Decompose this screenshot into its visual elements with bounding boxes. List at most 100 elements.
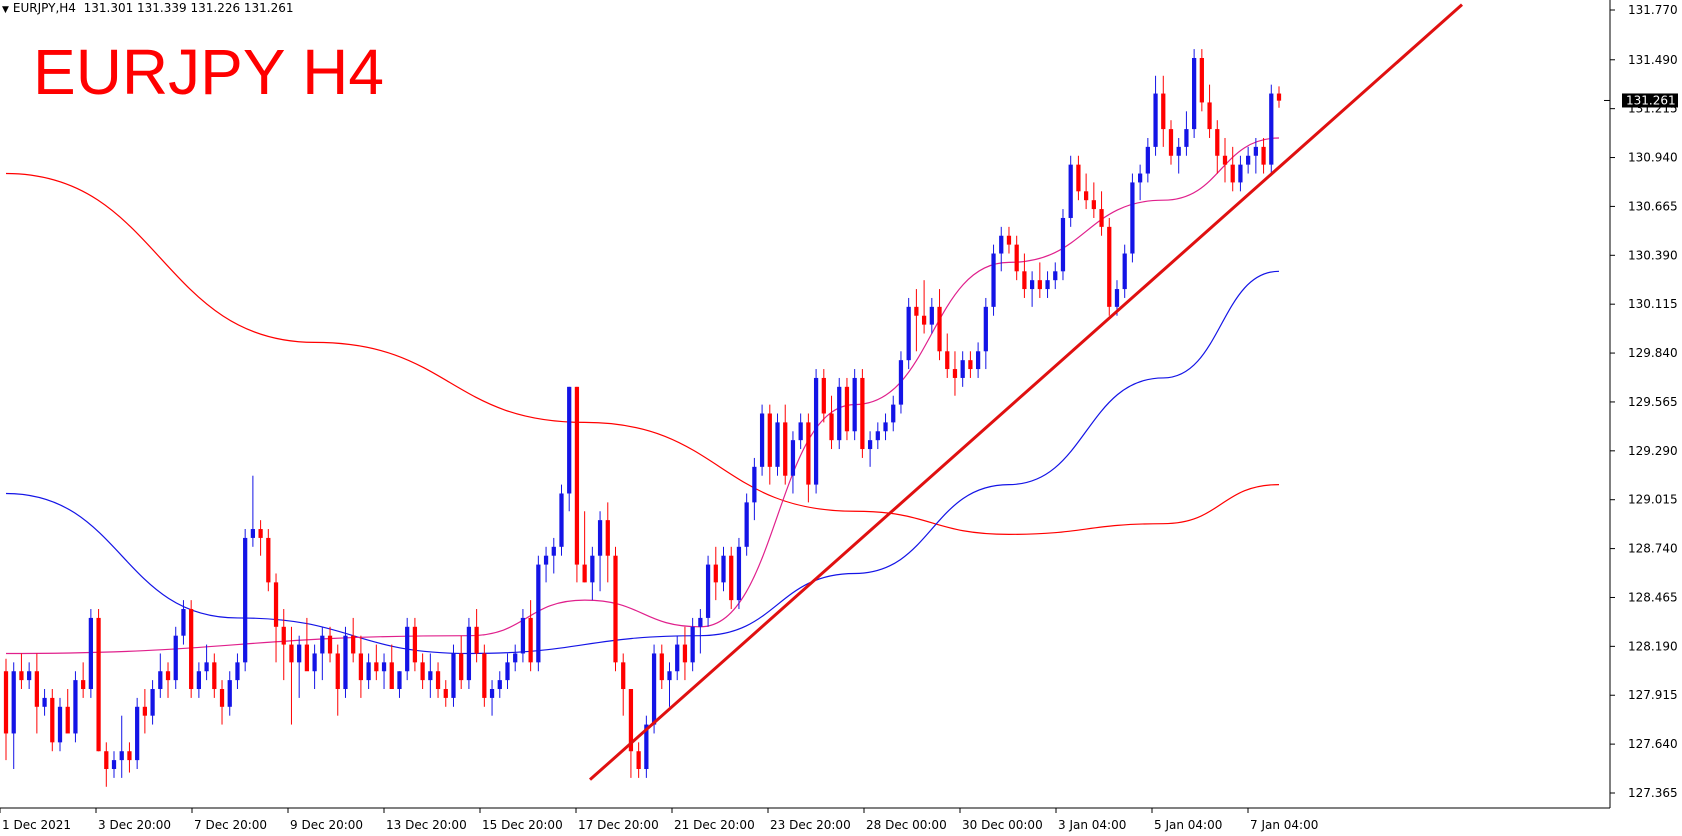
- candle-body: [42, 697, 47, 707]
- x-tick-label: 1 Dec 2021: [2, 818, 71, 832]
- current-price-label: 131.261: [1626, 93, 1676, 107]
- candle-body: [1068, 164, 1073, 218]
- ma-mid-line: [5, 270, 1280, 655]
- candle-body: [690, 626, 695, 663]
- candle-body: [451, 653, 456, 698]
- candle-body: [312, 653, 317, 672]
- candle-body: [567, 386, 572, 494]
- x-tick-label: 30 Dec 00:00: [962, 818, 1043, 832]
- y-tick-label: 129.290: [1628, 444, 1678, 458]
- candle-body: [474, 626, 479, 654]
- candle-body: [1253, 146, 1258, 156]
- y-tick-label: 128.190: [1628, 639, 1678, 653]
- candle-body: [1091, 200, 1096, 210]
- x-tick-label: 9 Dec 20:00: [290, 818, 363, 832]
- candle-body: [65, 706, 70, 734]
- y-tick-label: 130.115: [1628, 297, 1678, 311]
- candle-body: [559, 493, 564, 547]
- candle-body: [937, 306, 942, 352]
- candle-body: [1022, 271, 1027, 290]
- candle-body: [837, 386, 842, 441]
- chart-title: EURJPY H4: [33, 36, 384, 108]
- y-tick-label: 128.740: [1628, 542, 1678, 556]
- candle-body: [590, 555, 595, 583]
- candle-body: [19, 671, 24, 681]
- candle-body: [736, 546, 742, 601]
- candle-body: [88, 617, 93, 690]
- x-tick-label: 23 Dec 20:00: [770, 818, 851, 832]
- candle-body: [135, 706, 140, 761]
- candle-body: [597, 520, 603, 556]
- candle-body: [158, 671, 163, 690]
- candle-body: [412, 626, 418, 663]
- candle-body: [613, 555, 618, 663]
- candle-body: [1145, 146, 1150, 174]
- candle-body: [914, 306, 919, 316]
- candle-body: [273, 582, 279, 627]
- candle-body: [744, 502, 749, 547]
- symbol-info-bar: ▼ EURJPY,H4 131.301 131.339 131.226 131.2…: [2, 1, 294, 15]
- candle-body: [281, 626, 286, 645]
- candle-body: [420, 662, 425, 681]
- x-tick-label: 3 Jan 04:00: [1058, 818, 1126, 832]
- candle-body: [783, 422, 788, 476]
- candle-body: [258, 529, 263, 538]
- candle-body: [582, 564, 587, 583]
- candle-body: [767, 413, 772, 467]
- candle-body: [351, 635, 356, 654]
- candle-body: [713, 564, 718, 583]
- candle-body: [983, 306, 988, 352]
- candle-body: [497, 680, 502, 690]
- candle-body: [705, 564, 711, 618]
- candle-body: [821, 377, 826, 414]
- candle-body: [844, 386, 850, 432]
- candle-body: [204, 662, 209, 672]
- candle-body: [906, 306, 911, 361]
- candle-body: [1014, 244, 1019, 272]
- candle-body: [466, 626, 472, 681]
- candle-body: [181, 609, 186, 636]
- candle-body: [621, 662, 626, 690]
- candle-body: [1122, 253, 1127, 290]
- candle-body: [806, 422, 811, 485]
- candle-body: [189, 609, 194, 690]
- candle-body: [675, 644, 680, 672]
- candle-body: [1107, 226, 1112, 307]
- candle-body: [11, 671, 16, 734]
- ma-slow-line: [5, 172, 1280, 535]
- candle-body: [435, 671, 441, 690]
- candle-body: [1083, 191, 1089, 201]
- candle-body: [729, 555, 734, 601]
- candle-body: [358, 653, 364, 681]
- dropdown-triangle-icon[interactable]: ▼: [2, 5, 9, 15]
- candle-body: [1261, 146, 1266, 165]
- candle-body: [34, 671, 39, 707]
- x-tick-label: 15 Dec 20:00: [482, 818, 563, 832]
- candle-body: [1060, 217, 1066, 272]
- candle-body: [551, 546, 556, 556]
- candle-body: [327, 635, 333, 654]
- candle-body: [397, 671, 402, 690]
- candle-body: [227, 680, 232, 707]
- candle-body: [1114, 289, 1120, 307]
- candle-body: [536, 564, 541, 663]
- candle-body: [929, 306, 934, 325]
- candle-body: [1138, 173, 1143, 183]
- candle-body: [898, 360, 904, 405]
- candle-body: [605, 520, 610, 556]
- x-tick-label: 13 Dec 20:00: [386, 818, 467, 832]
- candle-body: [698, 617, 703, 627]
- candle-body: [428, 671, 433, 681]
- candle-body: [975, 351, 981, 370]
- candle-body: [150, 689, 155, 716]
- y-tick-label: 129.840: [1628, 346, 1678, 360]
- symbol-label: EURJPY,H4: [12, 1, 76, 15]
- y-tick-label: 127.640: [1628, 737, 1678, 751]
- candle-body: [999, 235, 1004, 254]
- candle-body: [968, 360, 973, 370]
- candle-body: [196, 671, 202, 690]
- candle-body: [875, 431, 880, 441]
- candle-body: [1246, 155, 1251, 165]
- candle-body: [891, 404, 896, 423]
